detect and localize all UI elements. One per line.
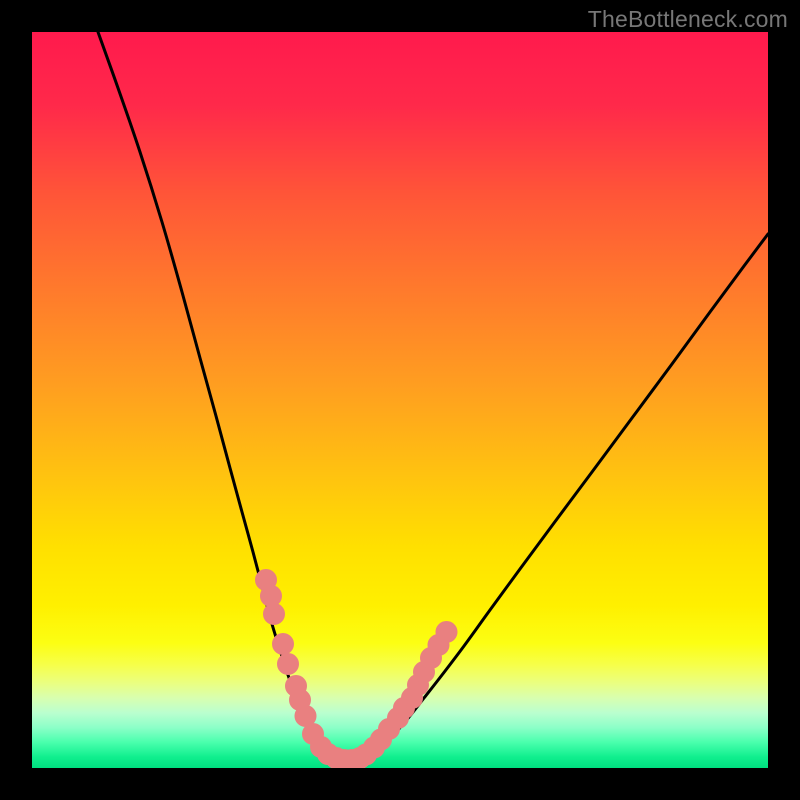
data-marker bbox=[261, 586, 282, 607]
gradient-background bbox=[32, 32, 768, 768]
watermark-text: TheBottleneck.com bbox=[588, 6, 788, 33]
data-marker bbox=[273, 634, 294, 655]
bottleneck-curve-chart bbox=[0, 0, 800, 800]
data-marker bbox=[436, 622, 457, 643]
plot-area bbox=[32, 32, 768, 771]
chart-container: TheBottleneck.com bbox=[0, 0, 800, 800]
data-marker bbox=[264, 604, 285, 625]
data-marker bbox=[278, 654, 299, 675]
